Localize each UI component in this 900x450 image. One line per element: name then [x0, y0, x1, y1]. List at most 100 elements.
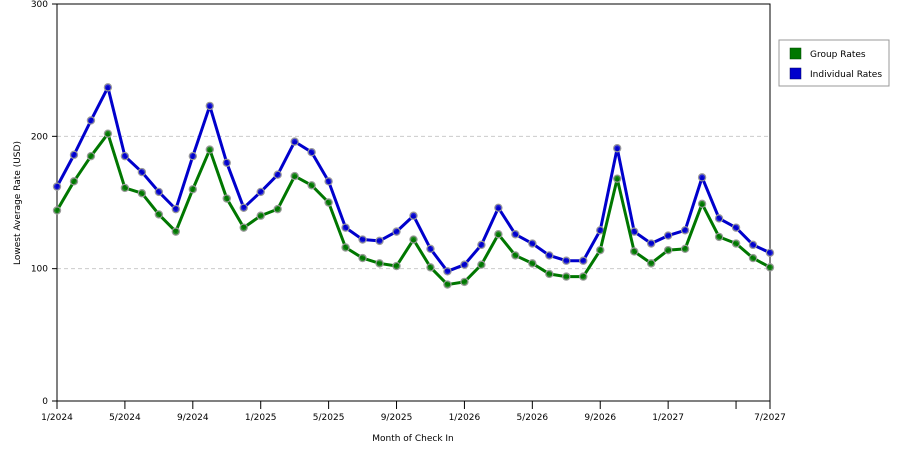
data-point-individual-rates	[765, 248, 775, 257]
series-individual-rates	[52, 83, 775, 276]
data-point-individual-rates	[477, 240, 486, 250]
data-point-group-rates	[765, 263, 775, 272]
x-tick-label: 7/2027	[754, 413, 786, 423]
data-point-group-rates	[86, 151, 96, 161]
x-tick-label: 9/2024	[177, 413, 209, 423]
data-point-group-rates	[290, 171, 299, 181]
data-point-group-rates	[358, 253, 367, 263]
data-point-individual-rates	[646, 239, 656, 248]
data-point-group-rates	[731, 239, 741, 248]
data-point-group-rates	[239, 223, 248, 232]
data-point-individual-rates	[663, 231, 673, 240]
data-point-individual-rates	[120, 151, 130, 161]
data-point-group-rates	[120, 183, 130, 193]
x-tick-label: 1/2027	[652, 413, 684, 423]
data-point-group-rates	[477, 260, 486, 269]
data-point-group-rates	[460, 277, 469, 287]
y-tick-label: 300	[31, 0, 48, 10]
y-tick-label: 200	[31, 132, 48, 142]
data-point-individual-rates	[545, 251, 554, 260]
data-point-group-rates	[579, 272, 588, 281]
data-point-group-rates	[680, 244, 690, 254]
legend-swatch-individual	[789, 67, 802, 80]
data-point-group-rates	[188, 185, 198, 194]
data-point-individual-rates	[392, 227, 401, 236]
data-point-individual-rates	[137, 167, 147, 177]
gridlines	[57, 135, 770, 270]
y-axis: 0 100 200 300	[31, 0, 57, 407]
data-point-group-rates	[562, 272, 571, 281]
data-point-individual-rates	[205, 101, 214, 111]
data-point-individual-rates	[256, 187, 265, 197]
data-point-individual-rates	[154, 187, 164, 197]
series-group-rates	[52, 129, 775, 289]
data-point-individual-rates	[52, 182, 62, 191]
data-point-group-rates	[697, 199, 707, 209]
data-point-group-rates	[528, 259, 537, 268]
data-point-group-rates	[545, 269, 554, 279]
data-point-individual-rates	[358, 235, 367, 244]
data-point-individual-rates	[426, 244, 435, 254]
data-point-group-rates	[273, 204, 282, 214]
data-point-group-rates	[222, 194, 231, 203]
x-tick-label: 9/2026	[584, 413, 616, 423]
data-point-individual-rates	[324, 177, 333, 186]
y-axis-title: Lowest Average Rate (USD)	[13, 141, 23, 265]
data-point-individual-rates	[341, 223, 350, 232]
data-point-individual-rates	[613, 144, 622, 153]
y-tick-label: 100	[31, 265, 48, 275]
x-tick-label: 1/2026	[449, 413, 481, 423]
legend: Group Rates Individual Rates	[778, 39, 890, 87]
data-point-group-rates	[52, 206, 62, 215]
x-tick-label: 5/2025	[313, 413, 345, 423]
data-point-individual-rates	[103, 83, 113, 92]
data-point-individual-rates	[511, 230, 520, 239]
data-point-group-rates	[596, 245, 605, 255]
x-tick-label: 1/2025	[245, 413, 277, 423]
plot-frame	[56, 3, 771, 402]
data-point-individual-rates	[680, 226, 690, 235]
x-tick-label: 5/2024	[109, 413, 141, 423]
data-point-group-rates	[307, 181, 316, 190]
legend-label-individual: Individual Rates	[810, 70, 882, 80]
y-tick-label: 0	[42, 397, 48, 407]
data-point-group-rates	[714, 232, 724, 242]
data-point-individual-rates	[239, 203, 248, 212]
data-point-individual-rates	[748, 240, 758, 250]
data-point-group-rates	[103, 129, 113, 138]
x-tick-label: 5/2026	[516, 413, 548, 423]
data-point-group-rates	[646, 259, 656, 268]
data-point-individual-rates	[443, 267, 452, 276]
series-group	[52, 83, 775, 289]
data-point-individual-rates	[307, 148, 316, 157]
x-tick-label: 1/2024	[41, 413, 73, 423]
data-point-individual-rates	[697, 173, 707, 182]
data-point-individual-rates	[562, 256, 571, 265]
legend-label-group: Group Rates	[810, 50, 866, 60]
data-point-individual-rates	[528, 239, 537, 248]
data-point-group-rates	[494, 230, 503, 239]
data-point-individual-rates	[290, 137, 299, 146]
x-tick-label: 9/2025	[381, 413, 413, 423]
data-point-individual-rates	[579, 256, 588, 265]
data-point-group-rates	[409, 235, 418, 244]
data-point-group-rates	[392, 261, 401, 271]
data-point-group-rates	[341, 243, 350, 252]
data-point-group-rates	[137, 189, 147, 198]
data-point-individual-rates	[222, 158, 231, 167]
data-point-individual-rates	[273, 170, 282, 179]
data-point-group-rates	[443, 280, 452, 289]
legend-swatch-group	[789, 47, 802, 60]
data-point-individual-rates	[69, 150, 79, 160]
data-point-individual-rates	[409, 211, 418, 220]
data-point-individual-rates	[494, 203, 503, 212]
data-point-group-rates	[375, 259, 384, 268]
data-point-individual-rates	[375, 236, 384, 246]
data-point-group-rates	[426, 263, 435, 272]
data-point-group-rates	[171, 227, 181, 236]
data-point-group-rates	[629, 247, 639, 256]
data-point-group-rates	[663, 245, 673, 255]
series-line-group-rates	[55, 132, 772, 287]
data-point-individual-rates	[460, 260, 469, 269]
